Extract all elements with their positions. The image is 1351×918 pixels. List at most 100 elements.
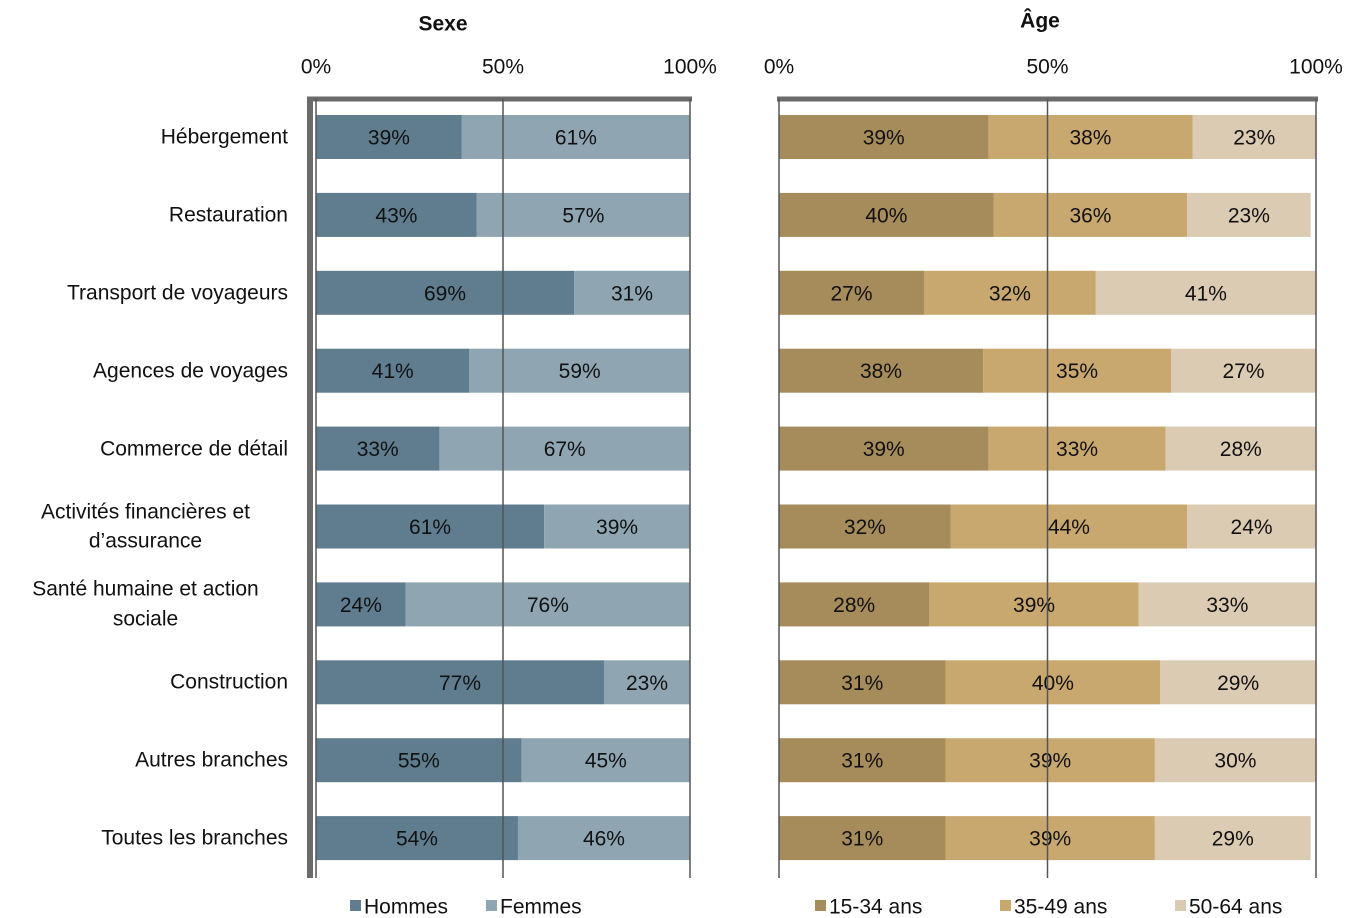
category-label: Agences de voyages — [3, 356, 288, 385]
data-label: 76% — [527, 594, 569, 617]
bar-segment — [950, 504, 1188, 549]
bar-segment — [1187, 192, 1311, 237]
data-label: 31% — [841, 750, 883, 773]
category-text: Construction — [170, 670, 288, 694]
bar-segment — [574, 270, 690, 315]
legend-label: 50-64 ans — [1189, 896, 1282, 918]
bar-segment — [1192, 115, 1316, 159]
bar-segment — [1154, 816, 1311, 861]
bar-segment — [316, 504, 545, 549]
category-text: Transport de voyageurs — [66, 281, 288, 305]
category-text: Hébergement — [160, 125, 288, 149]
bar-segment — [779, 192, 994, 237]
legend-swatch — [815, 900, 826, 911]
category-text: Autres branches — [135, 748, 288, 772]
bar-segment — [779, 115, 989, 159]
data-label: 77% — [439, 672, 481, 695]
data-label: 31% — [841, 828, 883, 851]
bar-segment — [1154, 738, 1316, 783]
chart-title: Âge — [1020, 9, 1060, 33]
bar-segment — [929, 582, 1139, 627]
category-label: Restauration — [3, 200, 288, 229]
legend-label: Hommes — [364, 896, 448, 918]
bar-segment — [779, 582, 930, 627]
bar-segment — [316, 115, 462, 159]
data-label: 39% — [596, 516, 638, 539]
category-label: Commerce de détail — [3, 434, 288, 463]
data-label: 23% — [1233, 127, 1275, 150]
bar-segment — [316, 582, 406, 627]
bar-segment — [316, 660, 604, 705]
category-label: Transport de voyageurs — [3, 278, 288, 307]
bar-segment — [517, 816, 690, 861]
bar-segment — [993, 192, 1188, 237]
data-label: 32% — [844, 516, 886, 539]
x-tick-label: 100% — [1289, 56, 1343, 79]
bar-segment — [521, 738, 690, 783]
category-label: Construction — [3, 668, 288, 697]
category-label: Hébergement — [3, 122, 288, 151]
bar-segment — [1171, 348, 1316, 393]
bar-segment — [316, 348, 470, 393]
bar-segment — [476, 192, 690, 237]
data-label: 27% — [830, 282, 872, 305]
data-label: 46% — [583, 828, 625, 851]
bar-segment — [988, 426, 1166, 471]
legend-swatch — [350, 900, 361, 911]
bar-segment — [316, 816, 518, 861]
category-text: Activités financières et d’assurance — [41, 500, 250, 553]
data-label: 36% — [1069, 204, 1111, 227]
data-label: 44% — [1048, 516, 1090, 539]
data-label: 32% — [989, 282, 1031, 305]
bar-segment — [1165, 426, 1316, 471]
data-label: 33% — [1206, 594, 1248, 617]
legend-swatch — [1000, 900, 1011, 911]
data-label: 28% — [1220, 438, 1262, 461]
bar-segment — [779, 426, 989, 471]
category-label: Autres branches — [3, 745, 288, 774]
x-tick-label: 50% — [1026, 56, 1068, 79]
data-label: 39% — [1029, 828, 1071, 851]
bar-segment — [405, 582, 690, 627]
data-label: 43% — [375, 204, 417, 227]
category-text: Toutes les branches — [101, 826, 288, 850]
data-label: 30% — [1214, 750, 1256, 773]
data-label: 38% — [1069, 127, 1111, 150]
bar-segment — [316, 738, 522, 783]
data-label: 33% — [1056, 438, 1098, 461]
category-text: Agences de voyages — [93, 358, 288, 382]
x-tick-label: 100% — [663, 56, 717, 79]
legend-label: 35-49 ans — [1014, 896, 1107, 918]
data-label: 40% — [1032, 672, 1074, 695]
bar-segment — [945, 660, 1161, 705]
data-label: 23% — [1228, 204, 1270, 227]
bar-segment — [945, 816, 1155, 861]
bar-segment — [945, 738, 1155, 783]
bar-segment — [316, 270, 575, 315]
category-label: Santé humaine et action sociale — [3, 575, 288, 634]
data-label: 61% — [555, 127, 597, 150]
category-label: Toutes les branches — [3, 823, 288, 852]
bar-segment — [983, 348, 1172, 393]
data-label: 41% — [372, 360, 414, 383]
category-text: Santé humaine et action sociale — [32, 578, 259, 631]
data-label: 59% — [559, 360, 601, 383]
category-text: Restauration — [168, 203, 288, 227]
data-label: 39% — [863, 127, 905, 150]
chart-title: Sexe — [418, 13, 467, 36]
category-text: Commerce de détail — [100, 436, 288, 460]
bar-segment — [779, 738, 946, 783]
data-label: 54% — [396, 828, 438, 851]
data-label: 61% — [409, 516, 451, 539]
bar-segment — [779, 504, 951, 549]
data-label: 38% — [860, 360, 902, 383]
data-label: 40% — [865, 204, 907, 227]
data-label: 31% — [841, 672, 883, 695]
x-tick-label: 0% — [301, 56, 331, 79]
bar-segment — [779, 816, 946, 861]
data-label: 23% — [626, 672, 668, 695]
bar-segment — [779, 660, 946, 705]
bar-segment — [544, 504, 690, 549]
data-label: 29% — [1212, 828, 1254, 851]
